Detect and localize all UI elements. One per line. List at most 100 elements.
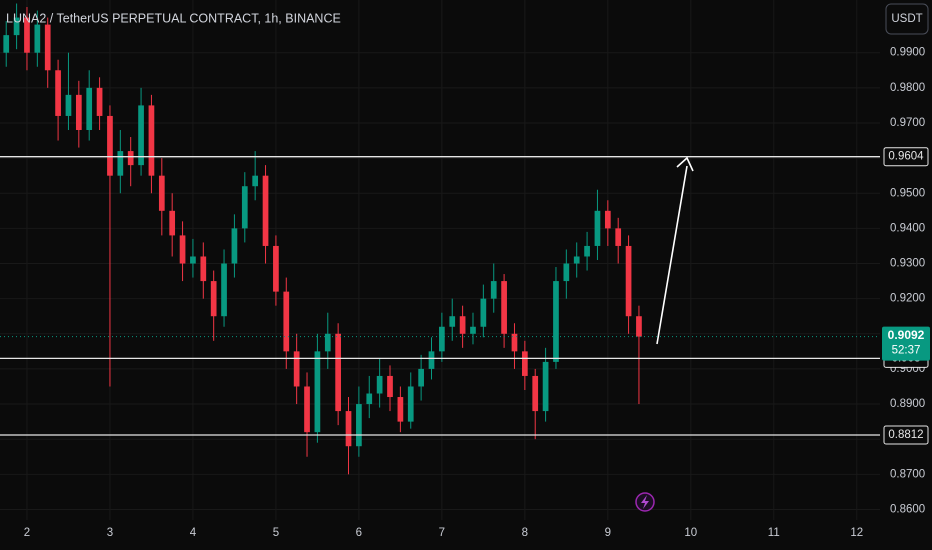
x-tick-label: 6 — [356, 527, 362, 539]
candle-body — [304, 386, 310, 433]
arrow-head — [676, 156, 694, 172]
candle-body — [262, 175, 269, 246]
candle-body — [24, 17, 30, 53]
countdown-label: 52:37 — [892, 345, 921, 357]
candle-body — [480, 298, 487, 327]
candle-body — [107, 115, 113, 176]
plot-area — [0, 3, 880, 475]
candle-body — [210, 281, 217, 317]
candle-body — [397, 397, 404, 422]
level-label: 0.9604 — [888, 151, 924, 163]
candle-body — [3, 35, 10, 53]
candle-body — [521, 351, 528, 376]
candle-body — [283, 291, 290, 352]
candle-body — [55, 70, 61, 116]
x-tick-label: 12 — [850, 527, 863, 539]
candle-body — [273, 245, 279, 292]
candle-body — [335, 333, 341, 412]
candle-body — [387, 375, 393, 398]
chart-title: LUNA2 / TetherUS PERPETUAL CONTRACT, 1h,… — [6, 11, 341, 25]
x-tick-label: 7 — [439, 527, 445, 539]
candle-body — [179, 235, 186, 264]
candle-body — [169, 210, 176, 236]
candle-body — [190, 256, 196, 264]
candle-body — [345, 411, 352, 447]
candle-body — [604, 210, 611, 229]
candle-body — [636, 316, 642, 337]
last-price-label: 0.9092 — [888, 328, 925, 342]
candle-body — [13, 17, 20, 36]
y-tick-label: 0.8700 — [890, 468, 925, 480]
candle-body — [221, 263, 227, 317]
candle-body — [34, 24, 41, 53]
candle-body — [418, 368, 424, 387]
last-price-badge — [882, 326, 930, 361]
candle-body — [200, 256, 207, 282]
arrow-shaft — [656, 165, 688, 345]
candle-body — [459, 316, 466, 334]
x-tick-label: 2 — [24, 527, 30, 539]
x-tick-label: 5 — [273, 527, 279, 539]
y-tick-label: 0.9200 — [890, 293, 925, 305]
y-tick-label: 0.8900 — [890, 398, 925, 410]
candle-body — [563, 263, 570, 282]
x-tick-label: 10 — [684, 527, 697, 539]
y-tick-label: 0.9700 — [890, 117, 925, 129]
candle-body — [594, 210, 601, 246]
candle-body — [324, 333, 331, 352]
currency-button[interactable] — [885, 3, 929, 35]
candle-body — [96, 87, 103, 116]
candle-body — [75, 94, 82, 130]
candle-body — [44, 24, 51, 71]
candle-body — [148, 105, 155, 176]
candle-body — [553, 281, 559, 362]
event-bolt — [641, 495, 649, 509]
candle-body — [573, 256, 580, 264]
candle-body — [86, 87, 93, 130]
candle-body — [366, 393, 373, 405]
candle-body — [449, 316, 456, 327]
y-tick-label: 0.9500 — [890, 187, 925, 199]
price-axis: 0.86000.87000.88000.89000.90000.91000.92… — [24, 47, 930, 539]
y-tick-label: 0.9300 — [890, 258, 925, 270]
candle-body — [501, 281, 507, 334]
x-tick-label: 3 — [107, 527, 113, 539]
candle-body — [231, 228, 238, 264]
candle-body — [542, 361, 549, 412]
candle-body — [138, 105, 144, 166]
candle-body — [117, 151, 124, 176]
candle-body — [65, 94, 72, 116]
candle-body — [241, 186, 248, 229]
candle-body — [356, 404, 362, 447]
x-tick-label: 8 — [522, 527, 528, 539]
candle-body — [625, 245, 632, 317]
x-tick-label: 4 — [190, 527, 197, 539]
candle-body — [584, 245, 590, 257]
level-badge — [883, 425, 929, 445]
level-label: 0.8812 — [888, 429, 923, 441]
candle-body — [470, 326, 476, 334]
currency-label[interactable]: USDT — [891, 13, 922, 25]
y-tick-label: 0.9900 — [890, 47, 925, 59]
candle-body — [511, 333, 518, 352]
y-tick-label: 0.8600 — [890, 503, 925, 515]
candle-body — [158, 175, 165, 211]
candle-body — [252, 175, 259, 187]
candle-body — [428, 351, 435, 369]
y-tick-label: 0.9400 — [890, 222, 925, 234]
candle-body — [490, 281, 497, 299]
x-tick-label: 11 — [768, 527, 780, 539]
candle-body — [439, 326, 445, 352]
candle-body — [376, 375, 383, 394]
candle-body — [127, 151, 134, 166]
level-badge — [883, 147, 929, 167]
y-tick-label: 0.9800 — [890, 82, 925, 94]
candle-body — [615, 228, 622, 246]
candle-body — [532, 375, 539, 412]
candle-body — [293, 351, 300, 387]
candle-body — [314, 351, 321, 433]
candle-body — [407, 386, 414, 422]
